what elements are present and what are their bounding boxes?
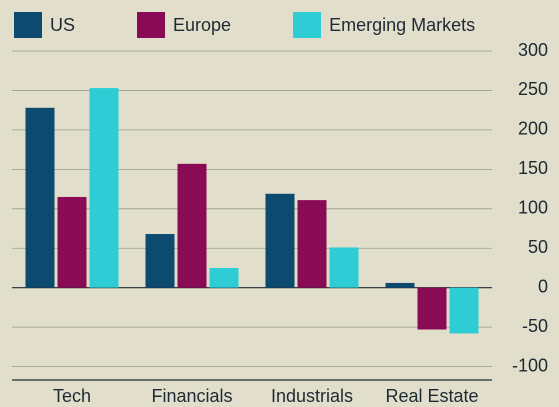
legend-swatch <box>293 12 322 38</box>
y-tick-label: 50 <box>528 237 548 257</box>
bar <box>209 267 239 288</box>
y-tick-label: 0 <box>538 276 548 296</box>
y-tick-label: -100 <box>512 355 548 375</box>
bar <box>145 234 175 288</box>
y-tick-label: 150 <box>518 158 548 178</box>
legend-swatch <box>137 12 166 38</box>
bar <box>57 196 87 288</box>
bar <box>417 287 447 330</box>
bar <box>177 163 207 288</box>
y-tick-label: 250 <box>518 79 548 99</box>
x-tick-label: Financials <box>151 386 232 406</box>
bar <box>449 287 479 334</box>
y-tick-label: 300 <box>518 40 548 60</box>
y-tick-label: 100 <box>518 198 548 218</box>
bar <box>297 200 327 288</box>
x-tick-label: Real Estate <box>385 386 478 406</box>
y-tick-label: -50 <box>522 316 548 336</box>
bar <box>89 88 119 288</box>
x-tick-label: Industrials <box>271 386 353 406</box>
y-tick-label: 200 <box>518 119 548 139</box>
bar <box>329 247 359 288</box>
legend-swatch <box>14 12 42 38</box>
bar <box>385 282 415 288</box>
legend-label: Emerging Markets <box>329 15 475 35</box>
x-tick-label: Tech <box>53 386 91 406</box>
legend-label: US <box>50 15 75 35</box>
bar <box>265 193 295 288</box>
legend-label: Europe <box>173 15 231 35</box>
bar <box>25 107 55 288</box>
